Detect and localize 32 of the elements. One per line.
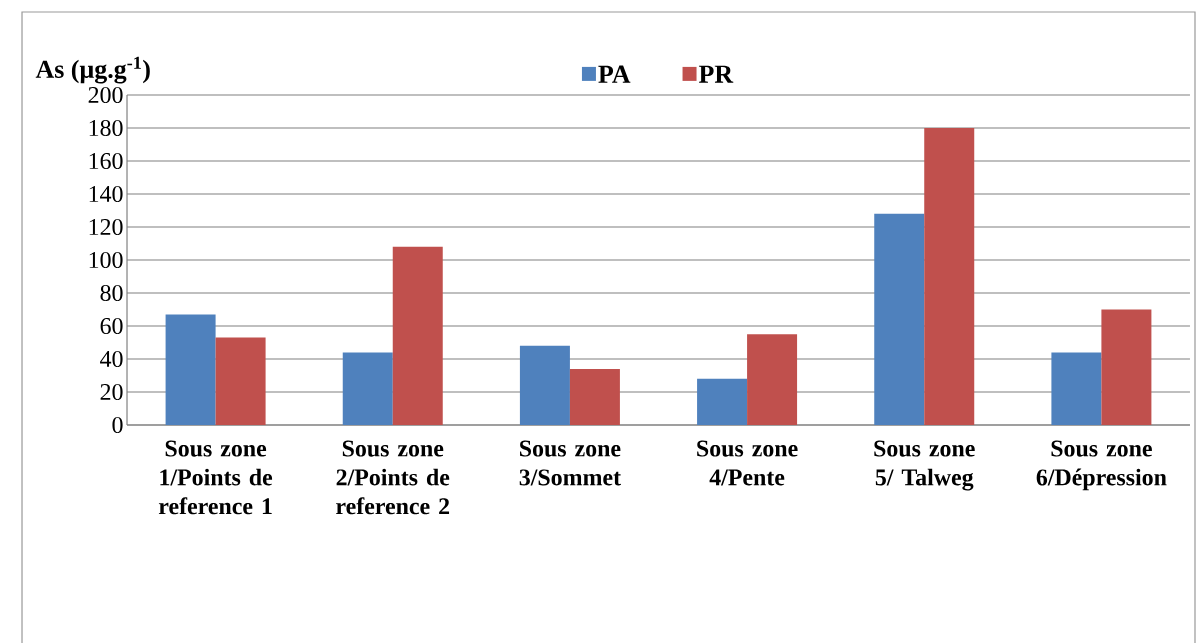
y-tick-label: 200 xyxy=(88,86,123,104)
y-tick-label: 20 xyxy=(100,383,123,401)
y-tick-label: 120 xyxy=(89,218,123,236)
x-tick-label: Sous zone 1/Points de reference 1 xyxy=(158,440,273,515)
y-tick-label: 60 xyxy=(100,317,123,335)
bar xyxy=(747,334,798,425)
bar xyxy=(215,337,266,425)
bar xyxy=(697,378,748,425)
x-tick-label: Sous zone 4/Pente xyxy=(697,440,798,486)
bar xyxy=(924,127,975,425)
y-tick-label: 0 xyxy=(112,416,123,434)
bar xyxy=(874,213,925,425)
bar xyxy=(392,246,443,425)
bar xyxy=(1101,309,1152,425)
bar xyxy=(519,345,570,425)
bar xyxy=(165,314,216,425)
legend-label: PA xyxy=(598,65,631,83)
y-tick-label: 140 xyxy=(89,185,123,203)
y-tick-label: 40 xyxy=(100,350,123,368)
x-tick-label: Sous zone 5/ Talweg xyxy=(874,440,975,491)
y-tick-label: 80 xyxy=(100,284,123,302)
y-tick-label: 180 xyxy=(89,119,123,137)
legend-label: PR xyxy=(698,65,734,83)
x-tick-label: Sous zone 6/Dépression xyxy=(1036,440,1167,491)
bar xyxy=(569,368,620,425)
y-axis-title: As (µg.g$^{-1}$) xyxy=(35,56,150,84)
x-tick-label: Sous zone 3/Sommet xyxy=(519,440,621,486)
bar xyxy=(1051,352,1102,425)
y-tick-label: 160 xyxy=(89,152,123,170)
y-tick-label: 100 xyxy=(89,251,123,269)
x-tick-label: Sous zone 2/Points de reference 2 xyxy=(336,440,450,515)
bar xyxy=(342,352,393,425)
